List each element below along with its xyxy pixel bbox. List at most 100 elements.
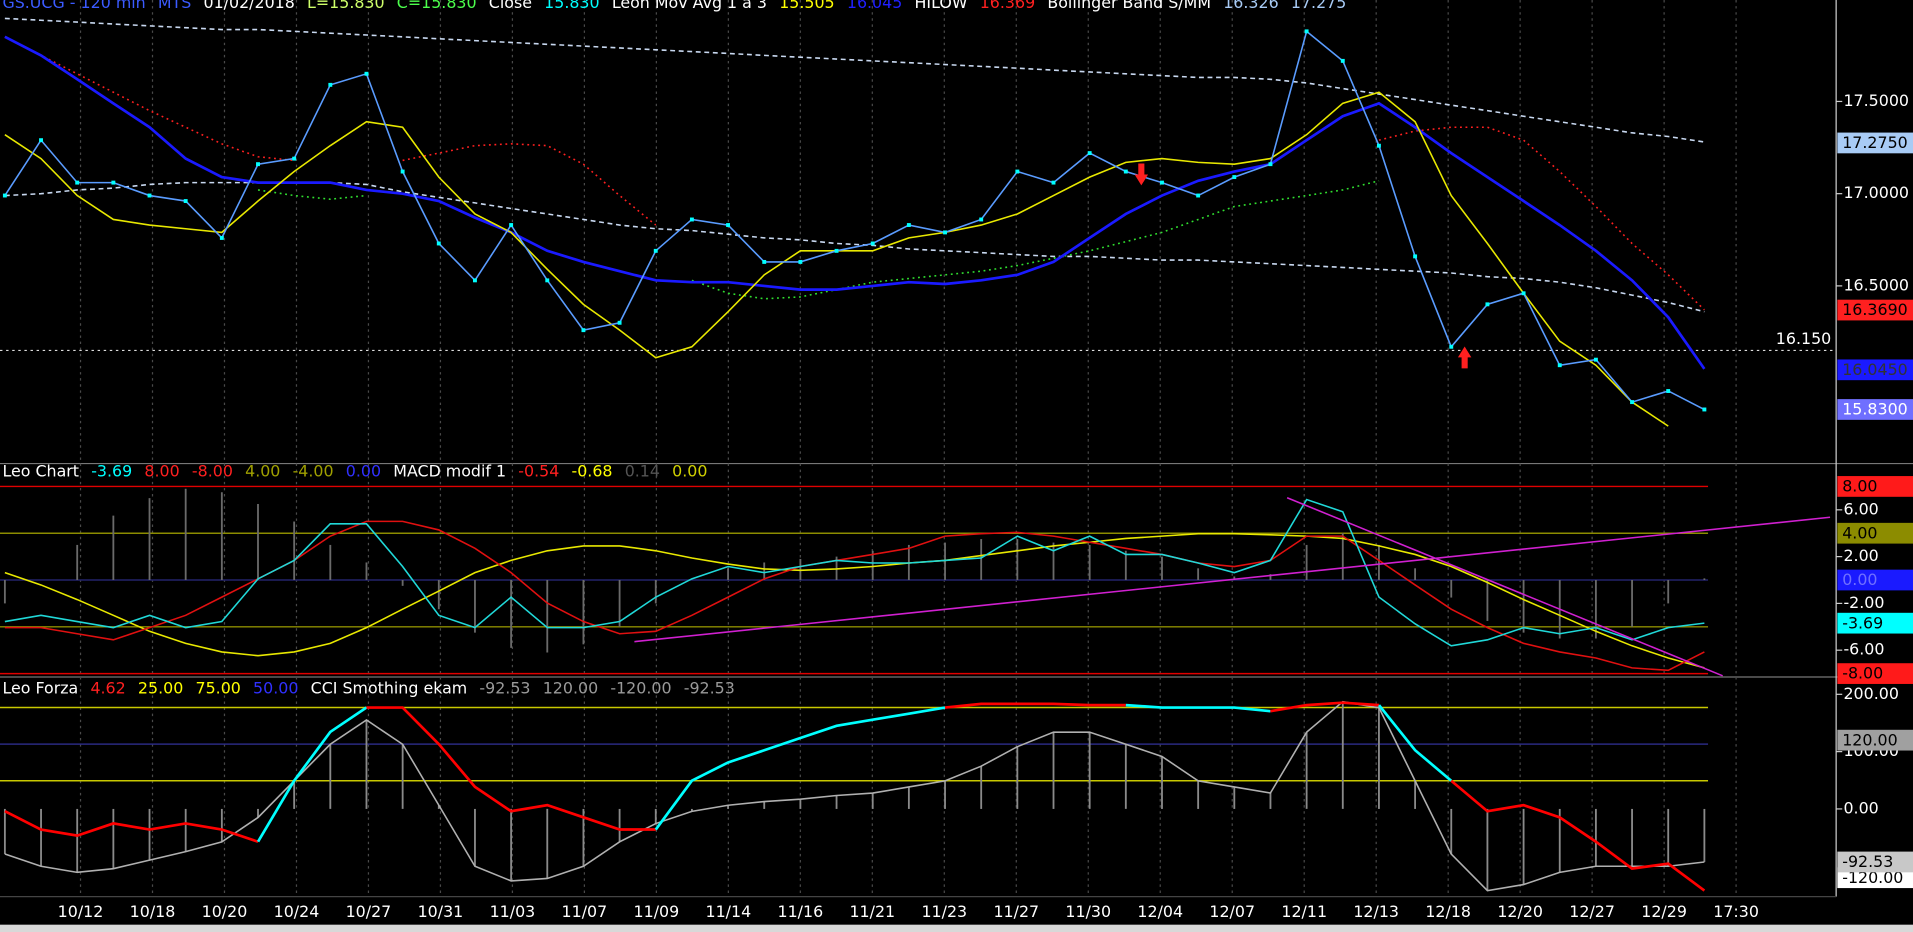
legend-item: 4.62 — [90, 679, 125, 698]
close-dot — [943, 230, 947, 235]
close-dot — [1521, 291, 1526, 296]
series-line — [944, 702, 1126, 709]
close-dot — [400, 169, 405, 174]
close-dot — [617, 320, 622, 325]
legend-item: 16.045 — [847, 0, 902, 12]
price-badge — [1837, 851, 1913, 873]
close-dot — [1340, 58, 1345, 63]
close-dot — [545, 278, 550, 283]
price-badge — [1837, 132, 1913, 154]
price-badge — [1837, 299, 1913, 321]
series-line — [257, 189, 367, 201]
close-dot — [1015, 169, 1020, 174]
close-dot — [328, 82, 333, 87]
close-dot — [689, 217, 694, 222]
legend-item: -120.00 — [610, 679, 671, 698]
series-line — [4, 810, 259, 843]
x-tick-label: 11/16 — [777, 902, 823, 921]
close-dot — [147, 193, 152, 198]
legend-item: 16.326 — [1223, 0, 1278, 12]
close-dot — [1702, 407, 1707, 412]
legend-item: -0.54 — [518, 462, 559, 481]
y-tick-label: 6.00 — [1843, 499, 1878, 518]
close-dot — [726, 223, 731, 227]
close-dot — [581, 328, 586, 333]
legend-item: MACD modif 1 — [393, 462, 506, 481]
price-badge-label: 15.8300 — [1842, 400, 1908, 419]
price-badge — [1837, 663, 1913, 684]
x-tick-label: 10/24 — [274, 902, 320, 921]
legend-item: Leo Chart — [2, 462, 79, 481]
series-line — [4, 29, 1705, 411]
price-badge-label: -120.00 — [1842, 868, 1903, 887]
legend-item: 8.00 — [144, 462, 179, 481]
close-dot — [509, 223, 514, 227]
buy-arrow — [1457, 346, 1472, 369]
x-tick-label: 10/27 — [346, 902, 392, 921]
close-dot — [473, 278, 477, 283]
legend-item: CCI Smothing ekam — [311, 679, 468, 698]
close-dot — [292, 156, 297, 161]
legend-item: GS.UCG - 120 min — [2, 0, 145, 12]
x-tick-label: 11/21 — [849, 902, 895, 921]
close-dot — [256, 162, 260, 167]
price-badge-label: 4.00 — [1842, 523, 1877, 542]
price-badge — [1837, 399, 1913, 420]
close-dot — [1557, 363, 1562, 368]
price-badge-label: 120.00 — [1842, 730, 1897, 749]
price-badge-label: 0.00 — [1842, 570, 1877, 589]
close-dot — [906, 223, 911, 227]
legend-item: Leo Forza — [2, 679, 78, 698]
series-line — [1450, 779, 1706, 892]
x-tick-label: 12/04 — [1137, 902, 1183, 921]
series-line — [4, 700, 1705, 892]
x-tick-label: 11/07 — [562, 902, 608, 921]
x-tick-label: 11/27 — [993, 902, 1039, 921]
legend-item: 16.369 — [980, 0, 1035, 12]
close-dot — [762, 259, 767, 264]
legend-item: Leon Mov Avg 1 a 3 — [612, 0, 767, 12]
close-dot — [1160, 180, 1164, 185]
close-dot — [1630, 400, 1635, 405]
x-tick-label: 17:30 — [1713, 902, 1759, 921]
legend-item: 50.00 — [253, 679, 298, 698]
close-dot — [39, 138, 43, 143]
series-line — [366, 706, 656, 831]
close-dot — [1593, 357, 1598, 362]
legend-item: -92.53 — [479, 679, 530, 698]
price-badge — [1837, 867, 1913, 889]
legend-item: Bollinger Band S/MM — [1047, 0, 1211, 12]
close-dot — [870, 241, 875, 246]
legend-item: 0.14 — [625, 462, 660, 481]
price-badge — [1837, 359, 1913, 381]
close-dot — [1376, 143, 1381, 148]
y-tick-label: 17.5000 — [1843, 91, 1909, 110]
legend-item: Close — [489, 0, 532, 12]
y-tick-label: 0.00 — [1843, 798, 1878, 817]
price-badge-label: 8.00 — [1842, 477, 1877, 496]
close-dot — [653, 248, 658, 253]
legend-item: -8.00 — [192, 462, 233, 481]
legend-item: 0.00 — [346, 462, 381, 481]
legend-item: -92.53 — [684, 679, 735, 698]
x-tick-label: 11/09 — [634, 902, 680, 921]
x-tick-label: 10/20 — [202, 902, 248, 921]
close-dot — [436, 241, 441, 246]
legend-item: L=15.830 — [307, 0, 385, 12]
legend-item: C=15.830 — [397, 0, 477, 12]
legend-item: 4.00 — [245, 462, 280, 481]
price-badge — [1837, 476, 1913, 497]
x-tick-label: 11/23 — [921, 902, 967, 921]
x-tick-label: 10/18 — [130, 902, 176, 921]
x-tick-label: 11/03 — [490, 902, 536, 921]
close-dot — [1304, 29, 1309, 34]
series-line — [654, 706, 946, 831]
price-badge-label: 16.0450 — [1842, 360, 1908, 379]
price-badge-label: 17.2750 — [1842, 133, 1908, 152]
legend-item: -0.68 — [572, 462, 613, 481]
x-tick-label: 11/30 — [1065, 902, 1111, 921]
legend-item: 0.00 — [672, 462, 707, 481]
close-dot — [1268, 162, 1273, 167]
y-tick-label: 2.00 — [1843, 546, 1878, 565]
close-dot — [1666, 389, 1671, 393]
